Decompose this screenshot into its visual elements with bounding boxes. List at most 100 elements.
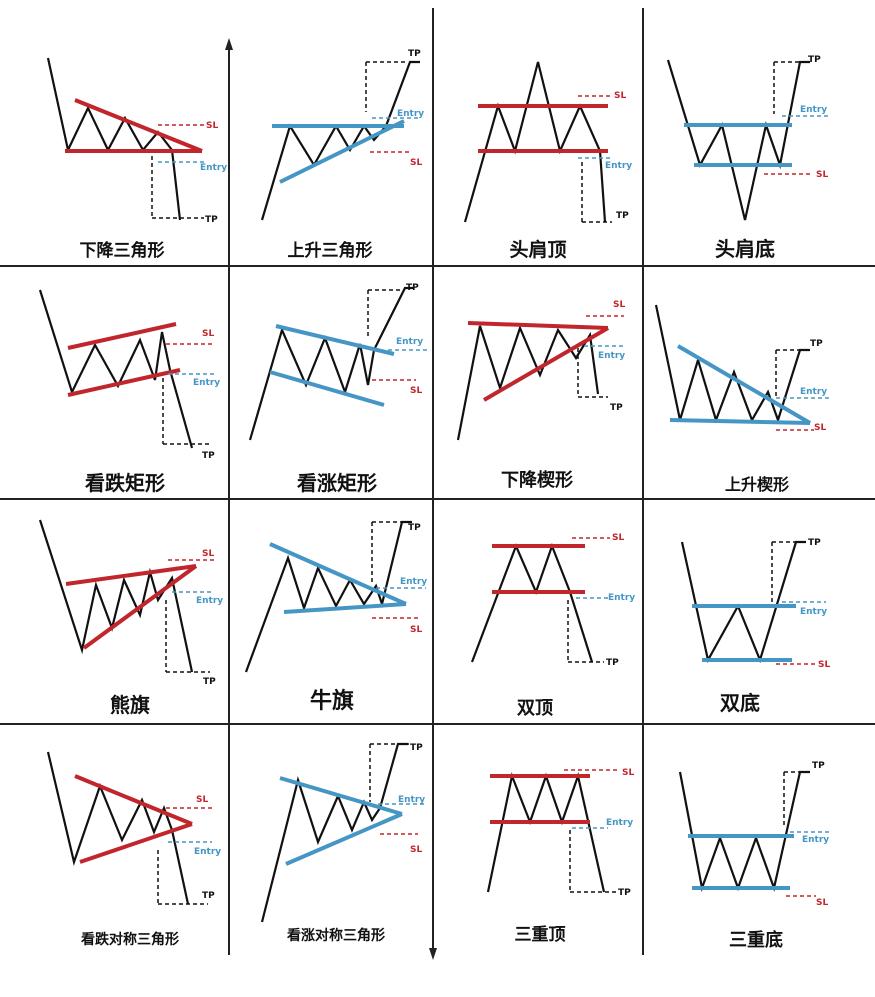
pattern-descending-triangle: SL Entry TP 下降三角形	[46, 57, 227, 261]
sl-label: SL	[612, 533, 624, 543]
tp-label: TP	[606, 658, 619, 668]
upper-line	[467, 321, 609, 330]
pattern-descending-wedge: SL Entry TP 下降楔形	[456, 300, 625, 491]
price-path	[470, 542, 594, 663]
price-path	[463, 61, 607, 223]
tp-label: TP	[408, 49, 421, 59]
pattern-bearish-rectangle: SL Entry TP 看跌矩形	[38, 289, 220, 495]
arrowhead-down-col-2	[429, 948, 437, 960]
sl-label: SL	[818, 660, 830, 670]
tp-label: TP	[203, 677, 216, 687]
entry-label: Entry	[800, 105, 827, 115]
pattern-title: 头肩底	[715, 237, 775, 261]
pattern-bullish-symmetric-triangle: TP Entry SL 看涨对称三角形	[260, 742, 426, 944]
entry-label: Entry	[605, 161, 632, 171]
entry-label: Entry	[800, 387, 827, 397]
sl-label: SL	[410, 386, 422, 396]
pattern-bearish-symmetric-triangle: SL Entry TP 看跌对称三角形	[46, 751, 221, 948]
pattern-title: 双底	[720, 691, 760, 715]
price-path	[260, 60, 420, 221]
pattern-title: 熊旗	[110, 693, 150, 717]
pattern-title: 三重底	[729, 929, 783, 951]
upper-channel-line	[275, 324, 395, 356]
upper-line	[74, 774, 193, 826]
pattern-head-and-shoulders-bottom: TP Entry SL 头肩底	[666, 55, 828, 261]
sl-label: SL	[614, 91, 626, 101]
tp-label: TP	[808, 538, 821, 548]
pattern-ascending-wedge: TP Entry SL 上升楔形	[654, 304, 830, 494]
tp-label: TP	[618, 888, 631, 898]
pattern-title: 下降楔形	[501, 469, 573, 491]
price-path	[666, 59, 810, 221]
entry-label: Entry	[194, 847, 221, 857]
sl-label: SL	[816, 170, 828, 180]
pattern-title: 双顶	[517, 698, 553, 719]
upper-line	[269, 542, 407, 606]
lower-line	[82, 564, 198, 650]
tp-label: TP	[205, 215, 218, 225]
entry-label: Entry	[608, 593, 635, 603]
upper-line	[676, 344, 812, 425]
sl-label: SL	[206, 121, 218, 131]
sl-label: SL	[814, 423, 826, 433]
lower-line	[669, 418, 811, 425]
entry-label: Entry	[598, 351, 625, 361]
entry-label: Entry	[802, 835, 829, 845]
entry-label: Entry	[396, 337, 423, 347]
pattern-ascending-triangle: TP Entry SL 上升三角形	[260, 49, 424, 261]
pattern-title: 上升楔形	[725, 475, 789, 494]
pattern-title: 三重顶	[515, 924, 566, 945]
tp-label: TP	[810, 339, 823, 349]
pattern-title: 看跌矩形	[85, 471, 165, 495]
resistance-line	[74, 98, 203, 153]
price-path	[456, 324, 600, 441]
grid	[0, 8, 875, 955]
price-path	[38, 289, 194, 449]
tp-label: TP	[410, 743, 423, 753]
sl-label: SL	[816, 898, 828, 908]
tp-label: TP	[616, 211, 629, 221]
sl-label: SL	[202, 329, 214, 339]
entry-label: Entry	[606, 818, 633, 828]
lower-channel-line	[67, 368, 181, 397]
upper-channel-line	[67, 322, 177, 350]
tp-label: TP	[202, 891, 215, 901]
lower-line	[283, 602, 407, 614]
sl-label: SL	[410, 845, 422, 855]
arrowhead-up-col-1	[225, 38, 233, 50]
pattern-head-and-shoulders-top: SL Entry TP 头肩顶	[463, 61, 632, 261]
pattern-title: 头肩顶	[509, 238, 566, 261]
tp-label: TP	[808, 55, 821, 65]
lower-channel-line	[269, 370, 385, 407]
price-path	[248, 286, 414, 441]
tp-label: TP	[812, 761, 825, 771]
pattern-title: 牛旗	[310, 688, 354, 714]
support-line	[279, 119, 405, 184]
sl-label: SL	[622, 768, 634, 778]
entry-label: Entry	[196, 596, 223, 606]
sl-label: SL	[410, 158, 422, 168]
tp-label: TP	[406, 283, 419, 293]
pattern-bullish-rectangle: TP Entry SL 看涨矩形	[248, 283, 428, 495]
sl-label: SL	[202, 549, 214, 559]
price-path	[260, 742, 408, 923]
pattern-triple-top: SL Entry TP 三重顶	[486, 768, 634, 945]
price-path	[46, 751, 190, 905]
price-path	[680, 540, 806, 664]
pattern-bear-flag: SL Entry TP 熊旗	[38, 519, 223, 717]
upper-line	[279, 776, 403, 816]
price-path	[654, 304, 810, 424]
upper-line	[65, 564, 197, 586]
sl-label: SL	[410, 625, 422, 635]
lower-line	[79, 822, 193, 864]
entry-label: Entry	[800, 607, 827, 617]
tp-label: TP	[202, 451, 215, 461]
pattern-title: 看跌对称三角形	[80, 931, 179, 948]
price-path	[678, 770, 810, 893]
price-path	[486, 771, 606, 893]
pattern-double-bottom: TP Entry SL 双底	[680, 538, 830, 715]
entry-label: Entry	[193, 378, 220, 388]
entry-label: Entry	[398, 795, 425, 805]
pattern-title: 下降三角形	[80, 240, 165, 261]
